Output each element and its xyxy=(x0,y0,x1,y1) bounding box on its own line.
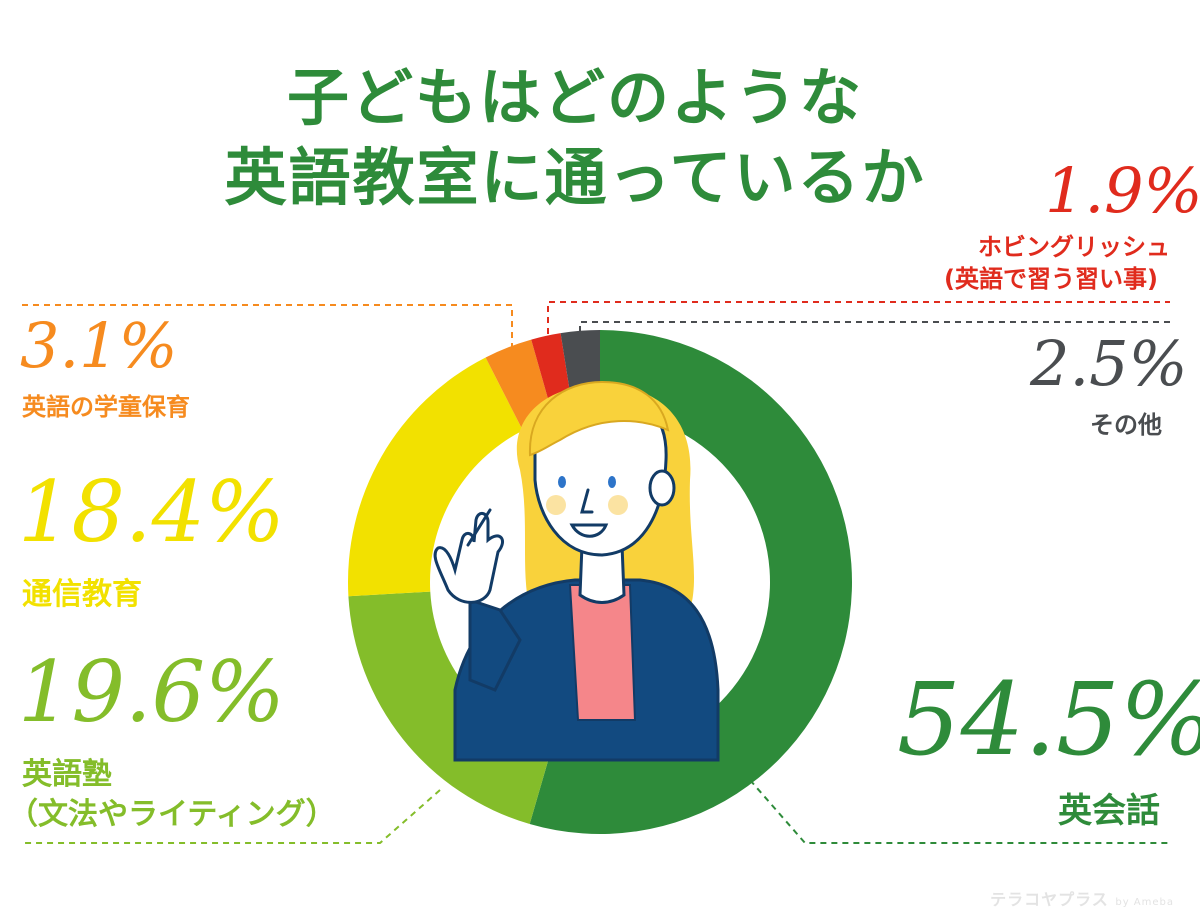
donut-slice-0 xyxy=(529,330,852,834)
leader-line-1 xyxy=(22,789,441,844)
value-tsushin: 18.4% xyxy=(18,463,285,561)
donut-slice-2 xyxy=(348,357,523,597)
value-other: 2.5% xyxy=(1030,327,1188,400)
donut-slice-1 xyxy=(348,591,553,824)
right-eye xyxy=(608,476,616,488)
label-gakudo: 英語の学童保育 xyxy=(22,393,190,421)
left-cheek xyxy=(546,495,566,515)
label-juku-line2: （文法やライティング） xyxy=(8,797,336,832)
value-juku: 19.6% xyxy=(18,643,285,741)
ear xyxy=(648,469,676,507)
chart-title-line2: 英語教室に通っているか xyxy=(224,141,926,214)
label-hobby-line2: (英語で習う習い事) xyxy=(944,265,1158,293)
neck xyxy=(578,543,626,604)
left-eye xyxy=(558,476,566,488)
value-gakudo: 3.1% xyxy=(20,309,178,382)
leader-lines xyxy=(20,301,1170,844)
value-hobby: 1.9% xyxy=(1045,154,1200,227)
leader-line-4 xyxy=(579,321,1170,332)
arm xyxy=(468,597,522,692)
label-tsushin: 通信教育 xyxy=(22,577,142,612)
brand-logo-main: テラコヤプラス xyxy=(990,890,1109,909)
brand-logo: テラコヤプラス by Ameba xyxy=(990,886,1174,910)
leader-line-2 xyxy=(20,304,513,360)
mouth xyxy=(569,523,609,538)
label-hobby-line1: ホビングリッシュ xyxy=(978,233,1170,261)
right-cheek xyxy=(608,495,628,515)
chart-title-line1: 子どもはどのような xyxy=(286,61,863,134)
shirt xyxy=(568,584,637,721)
label-juku-line1: 英語塾 xyxy=(22,757,112,792)
hair-bangs xyxy=(528,380,670,457)
donut-slices xyxy=(348,330,852,834)
label-eikaiwa: 英会話 xyxy=(1058,791,1160,831)
nose xyxy=(580,488,594,514)
brand-logo-by: by Ameba xyxy=(1115,897,1174,908)
leader-line-3 xyxy=(547,301,1170,345)
value-eikaiwa: 54.5% xyxy=(897,661,1200,778)
label-other: その他 xyxy=(1090,411,1162,439)
hand xyxy=(433,512,504,604)
teacher-illustration xyxy=(433,380,720,762)
pointer-stick xyxy=(466,508,492,547)
leader-line-0 xyxy=(749,779,1170,844)
